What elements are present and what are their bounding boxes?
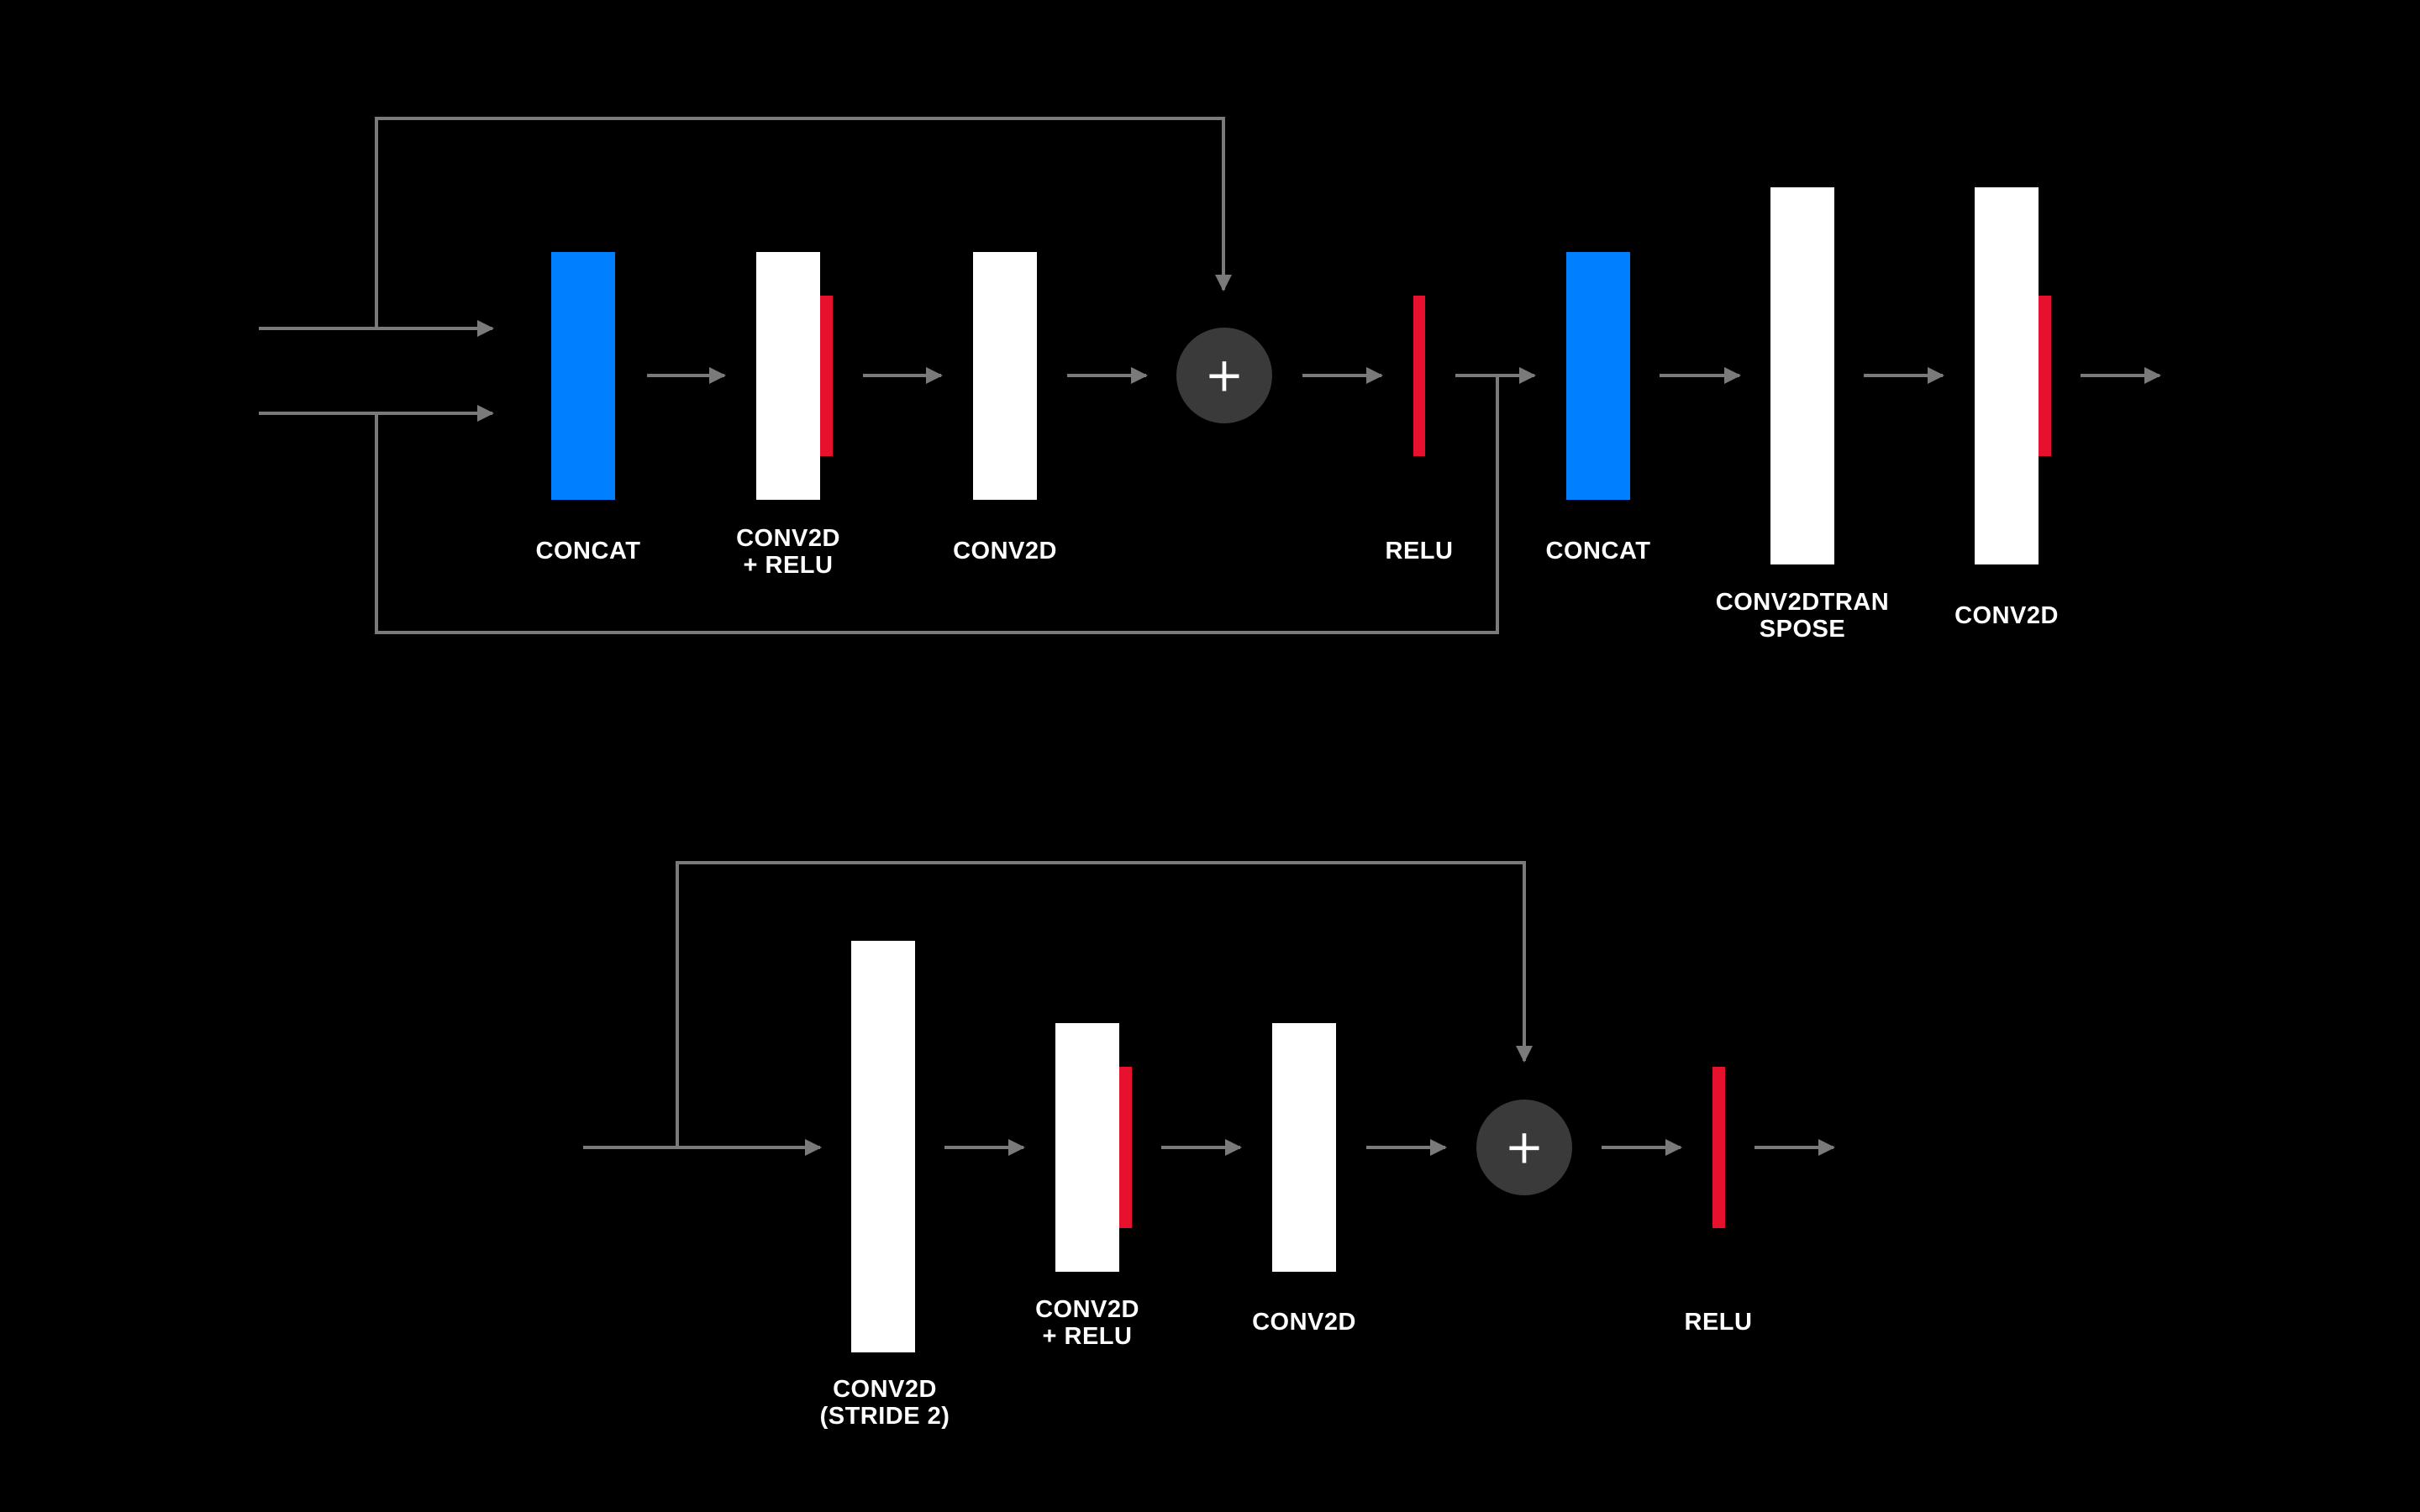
top-concat-layer-2: [1566, 252, 1630, 500]
top-concat-label-1: CONCAT: [535, 538, 641, 564]
bottom-add-node: +: [1476, 1100, 1572, 1195]
bottom-relu-label: RELU: [1684, 1309, 1753, 1336]
top-conv2d-2-activation: [2039, 296, 2051, 456]
top-skip-connection-upper: [375, 117, 1232, 329]
top-block: +: [259, 117, 2161, 634]
bottom-conv-relu-activation: [1119, 1067, 1132, 1228]
add-icon: +: [1505, 1121, 1544, 1175]
bottom-block: +: [583, 861, 1835, 1352]
bottom-conv-relu-label: CONV2D + RELU: [1035, 1296, 1139, 1350]
top-conv-relu-layer: [756, 252, 820, 500]
bottom-relu-layer: [1712, 1067, 1725, 1228]
top-conv2d-layer-1: [973, 252, 1037, 500]
bottom-conv2d-label: CONV2D: [1252, 1309, 1356, 1336]
top-skip-connection-lower: [375, 375, 1499, 634]
add-icon: +: [1205, 349, 1244, 403]
top-concat-label-2: CONCAT: [1545, 538, 1651, 564]
top-conv-transpose-layer: [1770, 187, 1834, 564]
top-conv-relu-activation: [820, 296, 833, 456]
top-add-node: +: [1176, 328, 1272, 423]
bottom-skip-connection: [676, 861, 1533, 1147]
top-conv-transpose-label: CONV2DTRAN SPOSE: [1715, 589, 1890, 643]
bottom-conv-stride-label: CONV2D (STRIDE 2): [819, 1376, 950, 1430]
top-conv2d-layer-2: [1975, 187, 2039, 564]
top-conv-relu-label: CONV2D + RELU: [736, 525, 840, 579]
bottom-conv-stride-layer: [851, 941, 915, 1352]
top-relu-label: RELU: [1385, 538, 1454, 564]
bottom-conv2d-layer: [1272, 1023, 1336, 1272]
bottom-conv-relu-layer: [1055, 1023, 1119, 1272]
top-conv2d-label-1: CONV2D: [953, 538, 1057, 564]
top-concat-layer-1: [551, 252, 615, 500]
top-conv2d-label-2: CONV2D: [1954, 602, 2059, 629]
top-relu-layer: [1413, 296, 1425, 456]
